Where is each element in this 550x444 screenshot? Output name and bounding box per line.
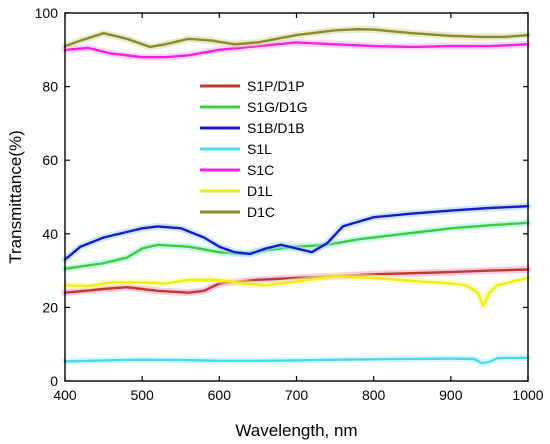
- legend-item: D1C: [200, 204, 275, 220]
- series-2: [61, 202, 532, 264]
- series-line: [63, 204, 530, 261]
- y-tick-label: 100: [35, 5, 59, 21]
- series-line: [63, 268, 530, 294]
- y-tick-label: 0: [50, 373, 58, 389]
- x-tick-label: 500: [130, 387, 154, 403]
- y-tick-label: 60: [42, 152, 58, 168]
- series-layer: [61, 25, 532, 367]
- x-axis-label: Wavelength, nm: [235, 421, 357, 440]
- legend-label: S1P/D1P: [247, 78, 305, 94]
- legend-item: S1B/D1B: [200, 120, 305, 136]
- y-axis-label: Transmittance(%): [6, 130, 25, 264]
- legend-item: S1P/D1P: [200, 78, 305, 94]
- legend: S1P/D1P S1G/D1G S1B/D1B S1L S1C D1L D1C: [200, 78, 308, 220]
- x-tick-label: 1000: [512, 387, 543, 403]
- axis-ticks: 400 500 600 700 800 900 1000 0 20 40 60 80 100: [35, 5, 544, 403]
- series-line: [63, 41, 530, 59]
- y-tick-label: 20: [42, 299, 58, 315]
- legend-label: S1L: [247, 141, 272, 157]
- x-tick-label: 700: [285, 387, 309, 403]
- series-3: [61, 354, 532, 367]
- x-tick-label: 900: [439, 387, 463, 403]
- legend-item: S1G/D1G: [200, 99, 308, 115]
- legend-label: S1G/D1G: [247, 99, 308, 115]
- legend-item: S1L: [200, 141, 272, 157]
- x-tick-label: 800: [362, 387, 386, 403]
- legend-label: S1B/D1B: [247, 120, 305, 136]
- legend-item: D1L: [200, 183, 273, 199]
- x-tick-label: 600: [208, 387, 232, 403]
- series-line: [63, 356, 530, 365]
- y-tick-label: 40: [42, 226, 58, 242]
- legend-label: D1L: [247, 183, 273, 199]
- legend-label: S1C: [247, 162, 274, 178]
- y-tick-label: 80: [42, 79, 58, 95]
- plot-frame: [64, 12, 529, 382]
- series-4: [61, 38, 532, 61]
- series-5: [61, 272, 532, 310]
- x-tick-label: 400: [53, 387, 77, 403]
- legend-item: S1C: [200, 162, 274, 178]
- series-line: [63, 28, 530, 49]
- legend-label: D1C: [247, 204, 275, 220]
- series-6: [61, 25, 532, 51]
- series-line: [63, 274, 530, 307]
- series-0: [61, 266, 532, 297]
